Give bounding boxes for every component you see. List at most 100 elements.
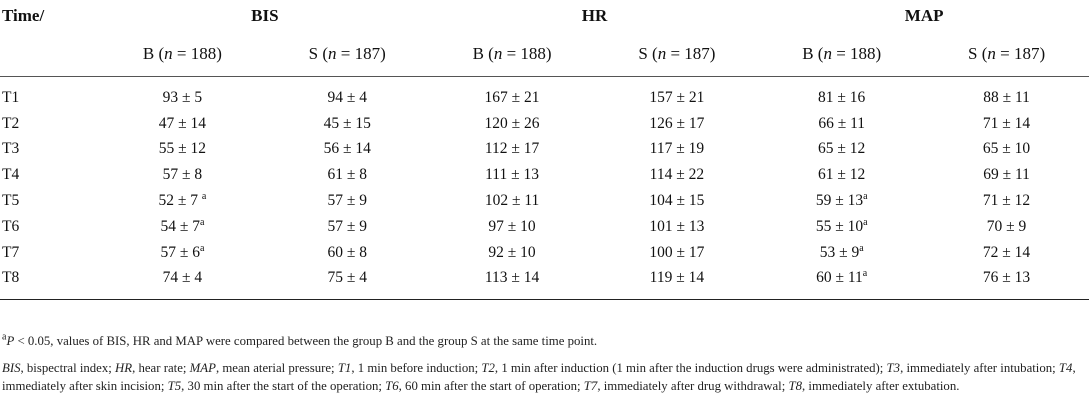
value-cell: 61 ± 8 — [265, 162, 430, 188]
value-text: 71 ± 12 — [982, 192, 1031, 210]
value-cell: 65 ± 10 — [924, 137, 1089, 163]
value-cell: 71 ± 12 — [924, 188, 1089, 214]
abbrev-term: T1 — [337, 360, 352, 375]
abbrev-definition: , hear rate; — [132, 360, 190, 375]
value-text: 57 ± 9 — [327, 217, 367, 235]
subheader-group-label: B ( — [472, 44, 494, 63]
value-text: 66 ± 11 — [818, 114, 866, 132]
subheader-empty — [0, 32, 100, 77]
value-cell: 94 ± 4 — [265, 85, 430, 111]
value-cell: 60 ± 11a — [759, 266, 924, 292]
value-text: 71 ± 14 — [982, 114, 1031, 132]
value-text: 53 ± 9 — [819, 243, 860, 261]
subheader-count: = 188) — [172, 44, 222, 63]
value-text: 92 ± 10 — [488, 243, 536, 261]
abbrev-term: MAP — [189, 360, 216, 375]
table-row: T1 93 ± 5 94 ± 4 167 ± 21 157 ± 21 81 ± 16 88 … — [0, 85, 1089, 111]
value-cell: 102 ± 11 — [430, 188, 595, 214]
value-text: 56 ± 14 — [323, 140, 371, 158]
abbrev-term: BIS — [2, 360, 21, 375]
abbrev-term: T5 — [167, 379, 182, 394]
value-text: 100 ± 17 — [649, 243, 705, 261]
subheader-map-s: S (n = 187) — [924, 32, 1089, 77]
footnote-marker: a — [2, 331, 7, 343]
value-cell: 76 ± 13 — [924, 266, 1089, 292]
value-cell: 47 ± 14 — [100, 111, 265, 137]
value-cell: 75 ± 4 — [265, 266, 430, 292]
significance-marker: a — [862, 268, 868, 280]
results-table: Time/ BIS HR MAP B (n = 188) S (n = 187)… — [0, 0, 1089, 300]
value-cell: 167 ± 21 — [430, 85, 595, 111]
value-text: 117 ± 19 — [649, 140, 705, 158]
abbrev-term: HR — [115, 360, 133, 375]
footnote-abbreviations: BIS, bispectral index; HR, hear rate; MA… — [2, 359, 1082, 396]
value-text: 97 ± 10 — [488, 217, 536, 235]
value-cell: 56 ± 14 — [265, 137, 430, 163]
group-header-bis: BIS — [251, 6, 279, 25]
value-cell: 112 ± 17 — [430, 137, 595, 163]
value-cell: 55 ± 10a — [759, 214, 924, 240]
value-text: 65 ± 12 — [818, 140, 866, 158]
abbrev-definition: , 1 min after induction (1 min after the… — [494, 360, 887, 375]
value-text: 61 ± 8 — [327, 166, 367, 184]
value-text: 52 ± 7 — [158, 192, 202, 210]
footnote-significance-text: < 0.05, values of BIS, HR and MAP were c… — [14, 334, 598, 348]
value-text: 54 ± 7 — [160, 217, 200, 235]
value-cell: 100 ± 17 — [594, 240, 759, 266]
abbrev-term: T6 — [385, 379, 399, 394]
value-cell: 74 ± 4 — [100, 266, 265, 292]
subheader-hr-b: B (n = 188) — [430, 32, 595, 77]
subheader-n-label: n — [657, 44, 667, 63]
value-cell: 65 ± 12 — [759, 137, 924, 163]
value-text: 57 ± 8 — [162, 166, 203, 184]
value-cell: 72 ± 14 — [924, 240, 1089, 266]
value-cell: 93 ± 5 — [100, 85, 265, 111]
value-text: 81 ± 16 — [818, 88, 866, 106]
subheader-group-label: B ( — [142, 44, 165, 63]
table-footnotes: aP < 0.05, values of BIS, HR and MAP wer… — [2, 332, 1082, 396]
abbrev-definition: , 30 min after the start of the operatio… — [181, 379, 386, 394]
table-row: T2 47 ± 14 45 ± 15 120 ± 26 126 ± 17 66 ± 11 7… — [0, 111, 1089, 137]
subheader-count: = 187) — [995, 44, 1046, 63]
subheader-count: = 187) — [666, 44, 716, 63]
value-cell: 114 ± 22 — [594, 162, 759, 188]
subgroup-header-row: B (n = 188) S (n = 187) B (n = 188) S (n… — [0, 32, 1089, 77]
group-header-hr: HR — [581, 6, 608, 25]
value-text: 61 ± 12 — [818, 166, 866, 184]
table-row: T7 57 ± 6a 60 ± 8 92 ± 10 100 ± 17 53 ± 9a 72 … — [0, 240, 1089, 266]
value-text: 47 ± 14 — [158, 114, 207, 132]
value-text: 113 ± 14 — [484, 269, 540, 287]
footnote-p-symbol: P — [6, 334, 15, 348]
value-text: 126 ± 17 — [649, 114, 705, 132]
subheader-bis-b: B (n = 188) — [100, 32, 265, 77]
value-cell: 120 ± 26 — [430, 111, 595, 137]
time-point-cell: T1 — [2, 88, 20, 106]
value-cell: 66 ± 11 — [759, 111, 924, 137]
value-cell: 117 ± 19 — [594, 137, 759, 163]
subheader-count: = 188) — [831, 44, 882, 63]
value-cell: 57 ± 8 — [100, 162, 265, 188]
subheader-n-label: n — [164, 44, 173, 63]
value-text: 120 ± 26 — [484, 114, 540, 132]
value-text: 75 ± 4 — [327, 269, 367, 287]
value-text: 167 ± 21 — [484, 88, 540, 106]
value-text: 93 ± 5 — [162, 88, 203, 106]
abbrev-term: T3 — [886, 360, 901, 375]
time-point-cell: T6 — [2, 217, 20, 235]
subheader-n-label: n — [328, 44, 337, 63]
value-text: 72 ± 14 — [982, 243, 1031, 261]
value-text: 102 ± 11 — [484, 192, 540, 210]
abbrev-definition: , 1 min before induction; — [351, 360, 482, 375]
value-text: 69 ± 11 — [983, 166, 1030, 184]
value-text: 60 ± 11 — [816, 269, 863, 287]
value-cell: 57 ± 9 — [265, 188, 430, 214]
significance-marker: a — [863, 216, 868, 228]
group-header-row: Time/ BIS HR MAP — [0, 0, 1089, 32]
value-text: 112 ± 17 — [484, 140, 540, 158]
value-cell: 101 ± 13 — [594, 214, 759, 240]
significance-marker: a — [859, 242, 864, 254]
abbrev-definition: , mean aterial pressure; — [215, 360, 338, 375]
time-point-cell: T5 — [2, 192, 20, 210]
value-text: 119 ± 14 — [649, 269, 705, 287]
value-text: 114 ± 22 — [649, 166, 705, 184]
